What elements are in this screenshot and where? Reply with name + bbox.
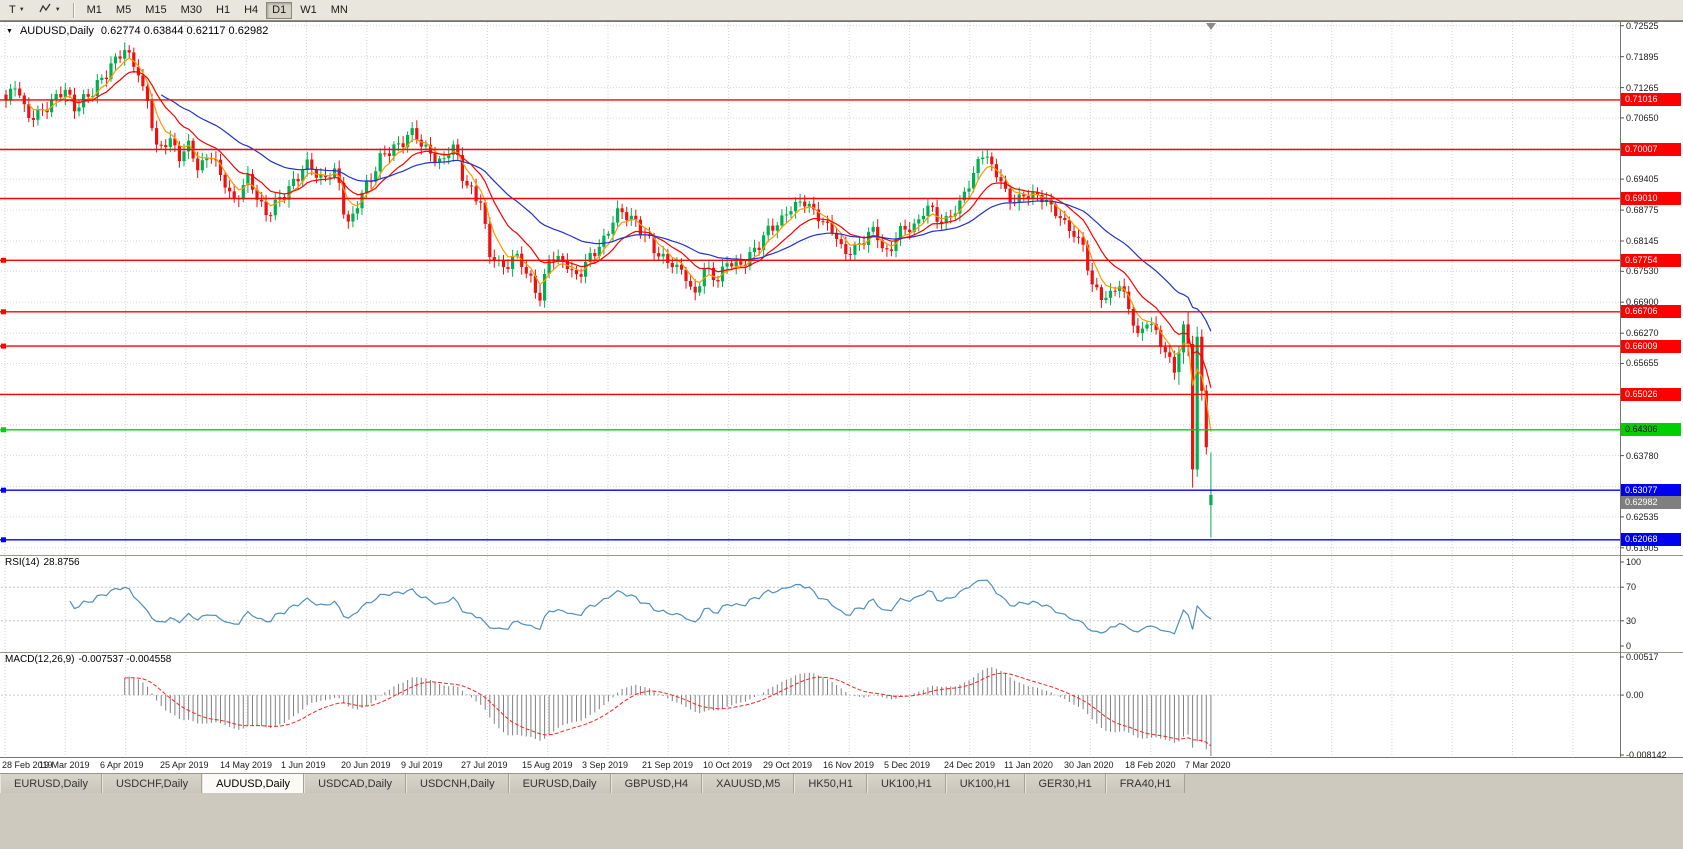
chart-tab-eurusd-daily[interactable]: EURUSD,Daily (0, 774, 102, 793)
t-dropdown-button[interactable]: T ▼ (3, 2, 31, 19)
chart-tab-gbpusd-h4[interactable]: GBPUSD,H4 (610, 774, 703, 793)
date-label: 27 Jul 2019 (461, 760, 508, 770)
chart-tab-uk100-h1[interactable]: UK100,H1 (945, 774, 1025, 793)
timeframe-button-m15[interactable]: M15 (145, 4, 167, 16)
date-label: 18 Feb 2020 (1125, 760, 1176, 770)
date-label: 21 Sep 2019 (642, 760, 694, 770)
chart-tab-hk50-h1[interactable]: HK50,H1 (794, 774, 867, 793)
timeframe-button-w1[interactable]: W1 (300, 4, 317, 16)
chart-tab-eurusd-daily[interactable]: EURUSD,Daily (508, 774, 611, 793)
date-label: 14 May 2019 (220, 760, 273, 770)
chart-tab-xauusd-m5[interactable]: XAUUSD,M5 (702, 774, 795, 793)
toolbar-separator (72, 2, 75, 18)
timeframe-button-h4[interactable]: H4 (244, 4, 259, 16)
chart-tab-fra40-h1[interactable]: FRA40,H1 (1105, 774, 1186, 793)
t-button-label: T (9, 4, 16, 16)
price-scale[interactable] (1620, 21, 1683, 758)
date-label: 15 Aug 2019 (522, 760, 573, 770)
date-label: 11 Jan 2020 (1004, 760, 1053, 770)
date-label: 19 Mar 2019 (39, 760, 90, 770)
date-label: 25 Apr 2019 (160, 760, 209, 770)
timeframe-button-mn[interactable]: MN (330, 4, 348, 16)
dropdown-caret-icon: ▼ (54, 7, 61, 13)
date-label: 24 Dec 2019 (944, 760, 996, 770)
timeframe-button-m1[interactable]: M1 (86, 4, 102, 16)
date-label: 6 Apr 2019 (100, 760, 144, 770)
date-label: 9 Jul 2019 (401, 760, 443, 770)
time-scale[interactable]: 28 Feb 2019 19 Mar 2019 6 Apr 2019 25 Apr 2… (0, 758, 1683, 773)
timeframe-button-h1[interactable]: H1 (216, 4, 231, 16)
date-label: 10 Oct 2019 (703, 760, 753, 770)
chart-tab-usdchf-daily[interactable]: USDCHF,Daily (101, 774, 203, 793)
date-label: 16 Nov 2019 (823, 760, 875, 770)
chart-tab-uk100-h1[interactable]: UK100,H1 (866, 774, 946, 793)
line-chart-icon (39, 2, 52, 18)
timeframe-button-m5[interactable]: M5 (115, 4, 132, 16)
chart-tab-usdcnh-daily[interactable]: USDCNH,Daily (406, 774, 509, 793)
date-label: 7 Mar 2020 (1185, 760, 1231, 770)
dropdown-caret-icon: ▼ (18, 7, 25, 13)
chart-tabs-bar: EURUSD,Daily USDCHF,Daily AUDUSD,Daily USDC… (0, 773, 1683, 793)
date-label: 30 Jan 2020 (1064, 760, 1114, 770)
date-label: 28 Feb 2019 (2, 760, 53, 770)
date-label: 5 Dec 2019 (884, 760, 931, 770)
chart-tool-dropdown-button[interactable]: ▼ (33, 2, 67, 19)
date-label: 3 Sep 2019 (582, 760, 629, 770)
timeframe-button-d1[interactable]: D1 (266, 1, 293, 19)
date-label: 29 Oct 2019 (763, 760, 813, 770)
timeframe-button-m30[interactable]: M30 (180, 4, 203, 16)
chart-tab-usdcad-daily[interactable]: USDCAD,Daily (304, 774, 407, 793)
chart-tab-audusd-daily[interactable]: AUDUSD,Daily (202, 774, 305, 793)
date-label: 1 Jun 2019 (281, 760, 326, 770)
chart-tab-ger30-h1[interactable]: GER30,H1 (1024, 774, 1106, 793)
date-label: 20 Jun 2019 (341, 760, 391, 770)
toolbar: T ▼ ▼ M1 M5 M15 M30 H1 H4 D1 W1 MN (0, 0, 1683, 21)
timeframe-button-group: M1 M5 M15 M30 H1 H4 D1 W1 MN (81, 1, 354, 19)
